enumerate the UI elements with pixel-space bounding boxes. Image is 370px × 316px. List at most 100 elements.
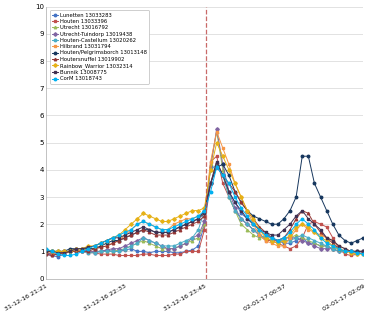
Houten-Castellum 13020262 — [86, 251, 91, 255]
Utrecht-Tuindorp 13019438 — [215, 127, 219, 131]
Houten 13033396 — [263, 239, 268, 242]
Rainbow_Warrior 13032314 — [233, 181, 237, 185]
CorM 13018743 — [215, 165, 219, 169]
Utrecht-Tuindorp 13019438 — [43, 251, 48, 255]
Houten 13033396 — [239, 217, 243, 221]
Hilbrand 13031794 — [135, 222, 139, 226]
Utrecht-Tuindorp 13019438 — [239, 217, 243, 221]
Utrecht-Tuindorp 13019438 — [263, 236, 268, 240]
Lunetten 13033283 — [215, 165, 219, 169]
Bunnik 13008775 — [43, 250, 48, 253]
CorM 13018743 — [239, 206, 243, 210]
Utrecht 13016792 — [239, 222, 243, 226]
Line: Hilbrand 13031794: Hilbrand 13031794 — [44, 131, 364, 255]
Lunetten 13033283 — [257, 228, 262, 232]
Utrecht 13016792 — [361, 250, 366, 253]
Lunetten 13033283 — [361, 250, 366, 253]
Houten/Pelgrimsborch 13013148 — [330, 222, 335, 226]
Houtersnuffel 13019902 — [215, 160, 219, 164]
Rainbow_Warrior 13032314 — [239, 195, 243, 199]
CorM 13018743 — [62, 253, 66, 257]
Rainbow_Warrior 13032314 — [294, 225, 298, 229]
Line: Lunetten 13033283: Lunetten 13033283 — [44, 166, 364, 258]
Houtersnuffel 13019902 — [263, 230, 268, 234]
Line: Houtersnuffel 13019902: Houtersnuffel 13019902 — [44, 161, 364, 257]
Houten/Pelgrimsborch 13013148 — [43, 250, 48, 253]
Bunnik 13008775 — [361, 250, 366, 253]
Utrecht 13016792 — [215, 130, 219, 134]
Legend: Lunetten 13033283, Houten 13033396, Utrecht 13016792, Utrecht-Tuindorp 13019438,: Lunetten 13033283, Houten 13033396, Utre… — [50, 10, 149, 83]
Houten 13033396 — [245, 222, 249, 226]
Houtersnuffel 13019902 — [245, 209, 249, 212]
Houten 13033396 — [361, 251, 366, 255]
Rainbow_Warrior 13032314 — [129, 222, 133, 226]
Line: CorM 13018743: CorM 13018743 — [44, 166, 364, 257]
Utrecht 13016792 — [294, 233, 298, 237]
Houtersnuffel 13019902 — [257, 225, 262, 229]
Lunetten 13033283 — [245, 217, 249, 221]
CorM 13018743 — [300, 217, 305, 221]
Houten-Castellum 13020262 — [361, 250, 366, 253]
Houten 13033396 — [257, 233, 262, 237]
Lunetten 13033283 — [300, 236, 305, 240]
Houten-Castellum 13020262 — [215, 162, 219, 166]
Lunetten 13033283 — [135, 250, 139, 253]
Line: Houten/Pelgrimsborch 13013148: Houten/Pelgrimsborch 13013148 — [44, 155, 364, 252]
Houten-Castellum 13020262 — [43, 247, 48, 251]
Houtersnuffel 13019902 — [43, 252, 48, 256]
Houtersnuffel 13019902 — [300, 209, 305, 212]
Houten/Pelgrimsborch 13013148 — [300, 154, 305, 158]
Houten/Pelgrimsborch 13013148 — [361, 236, 366, 240]
Hilbrand 13031794 — [239, 195, 243, 199]
Rainbow_Warrior 13032314 — [43, 250, 48, 253]
Houten/Pelgrimsborch 13013148 — [227, 173, 231, 177]
Line: Bunnik 13008775: Bunnik 13008775 — [44, 161, 364, 254]
Bunnik 13008775 — [263, 230, 268, 234]
Houten-Castellum 13020262 — [300, 233, 305, 237]
Houten 13033396 — [215, 154, 219, 158]
Hilbrand 13031794 — [245, 209, 249, 212]
Hilbrand 13031794 — [43, 250, 48, 253]
Bunnik 13008775 — [135, 228, 139, 232]
CorM 13018743 — [245, 214, 249, 218]
Houten 13033396 — [43, 251, 48, 255]
Houtersnuffel 13019902 — [361, 250, 366, 253]
Hilbrand 13031794 — [263, 239, 268, 242]
Bunnik 13008775 — [239, 209, 243, 212]
Hilbrand 13031794 — [300, 222, 305, 226]
Houten/Pelgrimsborch 13013148 — [245, 209, 249, 212]
Rainbow_Warrior 13032314 — [355, 252, 359, 256]
Lunetten 13033283 — [263, 233, 268, 237]
Utrecht 13016792 — [251, 233, 256, 237]
CorM 13018743 — [257, 228, 262, 232]
Lunetten 13033283 — [56, 255, 60, 259]
Houten 13033396 — [300, 236, 305, 240]
Houten-Castellum 13020262 — [239, 217, 243, 221]
Rainbow_Warrior 13032314 — [257, 228, 262, 232]
Rainbow_Warrior 13032314 — [251, 217, 256, 221]
Lunetten 13033283 — [43, 252, 48, 256]
Bunnik 13008775 — [300, 209, 305, 212]
Utrecht-Tuindorp 13019438 — [361, 250, 366, 253]
Houten 13033396 — [135, 253, 139, 257]
Hilbrand 13031794 — [361, 250, 366, 253]
Bunnik 13008775 — [56, 251, 60, 255]
CorM 13018743 — [263, 233, 268, 237]
Line: Utrecht 13016792: Utrecht 13016792 — [44, 131, 364, 252]
Houten/Pelgrimsborch 13013148 — [233, 190, 237, 193]
Line: Rainbow_Warrior 13032314: Rainbow_Warrior 13032314 — [44, 141, 364, 255]
Houten-Castellum 13020262 — [257, 233, 262, 237]
Hilbrand 13031794 — [56, 252, 60, 256]
Utrecht-Tuindorp 13019438 — [300, 239, 305, 242]
Houten-Castellum 13020262 — [245, 222, 249, 226]
Houten-Castellum 13020262 — [135, 241, 139, 245]
Utrecht 13016792 — [43, 250, 48, 253]
Houtersnuffel 13019902 — [239, 201, 243, 204]
Hilbrand 13031794 — [257, 233, 262, 237]
Houten 13033396 — [117, 253, 121, 257]
Houten/Pelgrimsborch 13013148 — [288, 209, 292, 212]
CorM 13018743 — [43, 247, 48, 251]
Utrecht 13016792 — [330, 247, 335, 251]
Utrecht-Tuindorp 13019438 — [135, 239, 139, 242]
Bunnik 13008775 — [257, 228, 262, 232]
